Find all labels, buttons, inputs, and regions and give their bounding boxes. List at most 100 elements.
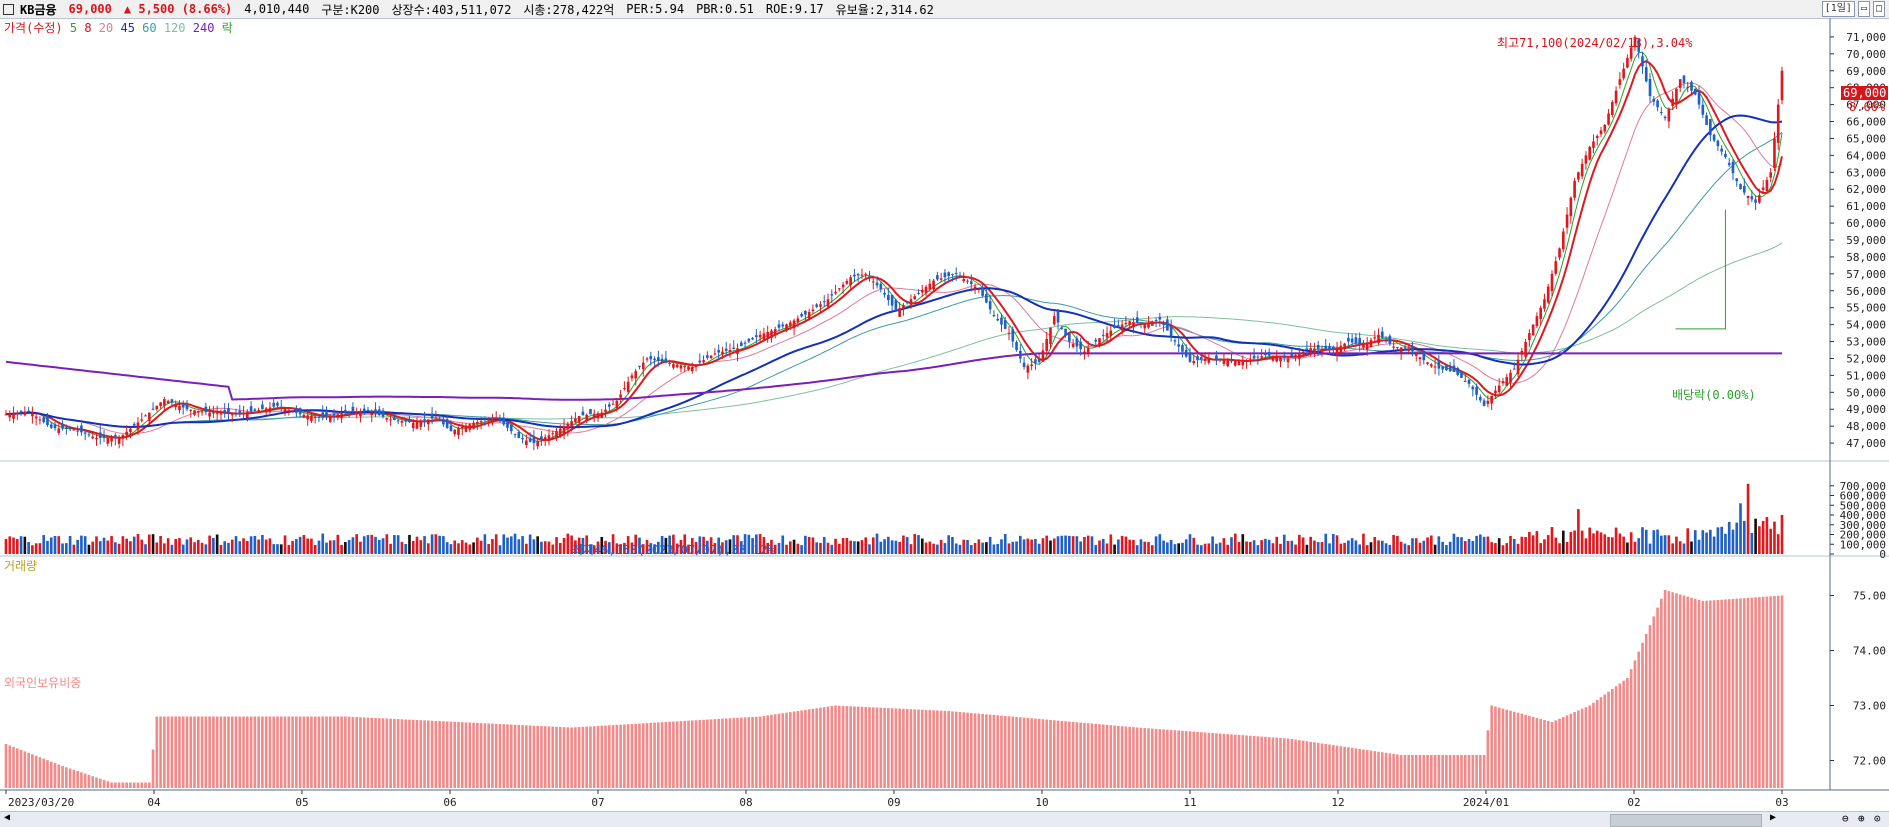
candle-body [943, 272, 947, 278]
volume-bar [570, 535, 573, 554]
price-tick-label: 71,000 [1846, 31, 1886, 44]
foreign-bar [562, 727, 566, 788]
candle-body [864, 273, 868, 275]
volume-bar [1373, 536, 1377, 554]
volume-bar [423, 536, 426, 554]
volume-bar [562, 537, 566, 554]
chart-canvas[interactable]: 47,00048,00049,00050,00051,00052,00053,0… [0, 18, 1889, 813]
volume-tick-label: 400,000 [1840, 509, 1886, 522]
foreign-bar [713, 719, 717, 788]
volume-bar [841, 538, 845, 554]
candle-body [1101, 334, 1105, 336]
foreign-bar [91, 776, 95, 788]
ma240-line [5, 352, 1782, 401]
scroll-right-icon[interactable]: ▶ [1770, 812, 1777, 823]
candle-body [144, 415, 147, 417]
candle-body [80, 425, 83, 433]
candle-body [1546, 286, 1550, 303]
foreign-bar [1064, 721, 1067, 788]
foreign-bar [1509, 710, 1512, 788]
restore-icon[interactable]: ▭ [1857, 1, 1870, 17]
candle-body [1509, 372, 1512, 383]
foreign-bar [1347, 747, 1350, 788]
volume-bar [1403, 543, 1407, 554]
volume-bar [313, 544, 317, 554]
period-button[interactable]: [1일] [1821, 1, 1855, 17]
volume-bar [747, 534, 751, 554]
candle-body [849, 277, 852, 286]
volume-bar [295, 539, 298, 554]
volume-bar [1177, 543, 1181, 554]
maximize-icon[interactable]: □ [1872, 1, 1885, 17]
foreign-bar [796, 711, 800, 788]
candle-body [860, 274, 864, 276]
candle-body [1750, 196, 1754, 200]
volume-bar [1573, 530, 1576, 554]
foreign-bar [1011, 716, 1015, 788]
foreign-bar [838, 705, 841, 788]
foreign-bar [121, 782, 125, 788]
candle-body [442, 419, 445, 425]
foreign-bar [981, 713, 984, 788]
candle-body [196, 410, 200, 413]
foreign-bar [1463, 755, 1467, 788]
volume-bar [1482, 536, 1486, 554]
volume-bar [1535, 531, 1539, 554]
candle-body [1712, 134, 1716, 141]
candle-body [1550, 273, 1554, 292]
scroll-thumb[interactable] [1610, 814, 1762, 827]
volume-bar [1773, 521, 1776, 554]
foreign-bar [328, 716, 332, 788]
foreign-bar [1166, 729, 1169, 788]
foreign-bar [246, 716, 249, 788]
foreign-bar [807, 709, 811, 788]
zoom-in-icon[interactable]: ⊕ [1858, 812, 1865, 825]
volume-bar [1188, 534, 1192, 554]
zoom-out-icon[interactable]: ⊖ [1842, 812, 1849, 825]
volume-bar [219, 544, 223, 554]
volume-bar [132, 536, 136, 554]
foreign-bar [1607, 691, 1610, 788]
volume-bar [864, 537, 868, 554]
candle-body [785, 324, 788, 331]
zoom-reset-icon[interactable]: ⊙ [1874, 812, 1881, 825]
candle-body [249, 406, 253, 412]
foreign-bar [954, 711, 958, 788]
volume-bar [1765, 517, 1769, 554]
foreign-bar [257, 716, 260, 788]
candle-body [291, 411, 294, 413]
volume-bar [400, 541, 404, 554]
candle-body [525, 440, 528, 445]
candle-body [1086, 348, 1090, 353]
volume-bar [1758, 526, 1761, 554]
candle-body [1754, 199, 1757, 203]
foreign-bar [1592, 702, 1595, 788]
foreign-bar [261, 716, 264, 788]
volume-bar [981, 542, 984, 554]
volume-bar [261, 534, 264, 554]
scroll-bar[interactable]: ◀ ▶ ⊖ ⊕ ⊙ [0, 811, 1889, 827]
volume-bar [1075, 536, 1079, 554]
candle-body [917, 292, 920, 294]
foreign-bar [826, 706, 830, 788]
scroll-left-icon[interactable]: ◀ [4, 812, 11, 823]
candle-body [38, 419, 42, 421]
volume-bar [1497, 538, 1501, 554]
candle-body [487, 419, 490, 421]
candle-body [306, 415, 309, 420]
foreign-bar [1693, 598, 1697, 788]
candle-body [1739, 184, 1742, 190]
volume-bar [249, 536, 253, 554]
candle-body [1686, 86, 1690, 88]
foreign-bar [442, 721, 445, 788]
volume-bar [381, 538, 385, 554]
volume-bar [200, 542, 204, 554]
foreign-bar [42, 758, 46, 788]
candle-body [1105, 333, 1109, 338]
volume-bar [347, 540, 351, 554]
candle-body [1113, 325, 1116, 328]
foreign-bar [1015, 716, 1018, 788]
candle-body [619, 394, 622, 398]
volume-bar [1524, 536, 1527, 554]
candle-body [1128, 321, 1131, 325]
